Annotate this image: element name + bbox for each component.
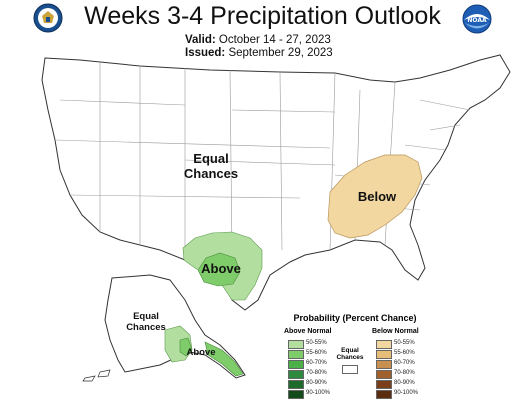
below-normal-southeast-area <box>327 154 423 239</box>
legend-above-swatch <box>288 370 304 379</box>
legend-below-swatch <box>376 380 392 389</box>
legend-above-label: 50-55% <box>306 340 327 346</box>
above-area-label: Above <box>201 261 241 276</box>
legend-below-label: 70-80% <box>394 370 415 376</box>
issued-date: Issued: September 29, 2023 <box>185 47 333 59</box>
legend-above-swatch <box>288 390 304 399</box>
probability-legend: Probability (Percent Chance) Above Norma… <box>280 313 520 403</box>
legend-below-swatch <box>376 350 392 359</box>
legend-below-label: 80-90% <box>394 380 415 386</box>
issued-label: Issued: <box>185 47 226 59</box>
legend-above-label: 80-90% <box>306 380 327 386</box>
legend-below-label: 90-100% <box>394 390 419 396</box>
legend-below-swatch <box>376 360 392 369</box>
legend-above-label: 60-70% <box>306 360 327 366</box>
legend-below-header: Below Normal <box>372 328 419 335</box>
legend-equal-chances-label: Equal Chances <box>336 347 364 362</box>
issued-value: September 29, 2023 <box>228 47 333 59</box>
noaa-logo-icon: NOAA <box>462 4 492 34</box>
legend-above-header: Above Normal <box>284 328 332 335</box>
legend-below-label: 55-60% <box>394 350 415 356</box>
legend-title: Probability (Percent Chance) <box>293 313 417 323</box>
above-normal-texas-area <box>182 231 263 301</box>
legend-below-swatch <box>376 340 392 349</box>
valid-label: Valid: <box>185 34 216 46</box>
legend-below-swatch <box>376 370 392 379</box>
legend-above-label: 70-80% <box>306 370 327 376</box>
alaska-islands <box>82 369 111 382</box>
above-normal-alaska-area <box>164 325 244 377</box>
alaska-equal-chances-label: Equal Chances <box>126 311 166 333</box>
legend-above-swatch <box>288 350 304 359</box>
legend-below-label: 50-55% <box>394 340 415 346</box>
legend-above-label: 90-100% <box>306 390 331 396</box>
alaska-above-label: Above <box>186 347 216 358</box>
conus-equal-chances-label: Equal Chances <box>183 151 239 181</box>
valid-dates: Valid: October 14 - 27, 2023 <box>185 34 331 46</box>
legend-above-label: 55-60% <box>306 350 327 356</box>
page-title: Weeks 3-4 Precipitation Outlook <box>84 2 441 30</box>
valid-value: October 14 - 27, 2023 <box>218 34 331 46</box>
legend-above-swatch <box>288 340 304 349</box>
below-area-label: Below <box>357 189 397 204</box>
legend-equal-chances-swatch <box>342 365 358 374</box>
doc-seal-icon <box>33 3 63 33</box>
legend-above-swatch <box>288 380 304 389</box>
svg-text:NOAA: NOAA <box>467 17 487 24</box>
legend-below-label: 60-70% <box>394 360 415 366</box>
conus-outline <box>41 54 511 311</box>
legend-below-swatch <box>376 390 392 399</box>
legend-above-swatch <box>288 360 304 369</box>
